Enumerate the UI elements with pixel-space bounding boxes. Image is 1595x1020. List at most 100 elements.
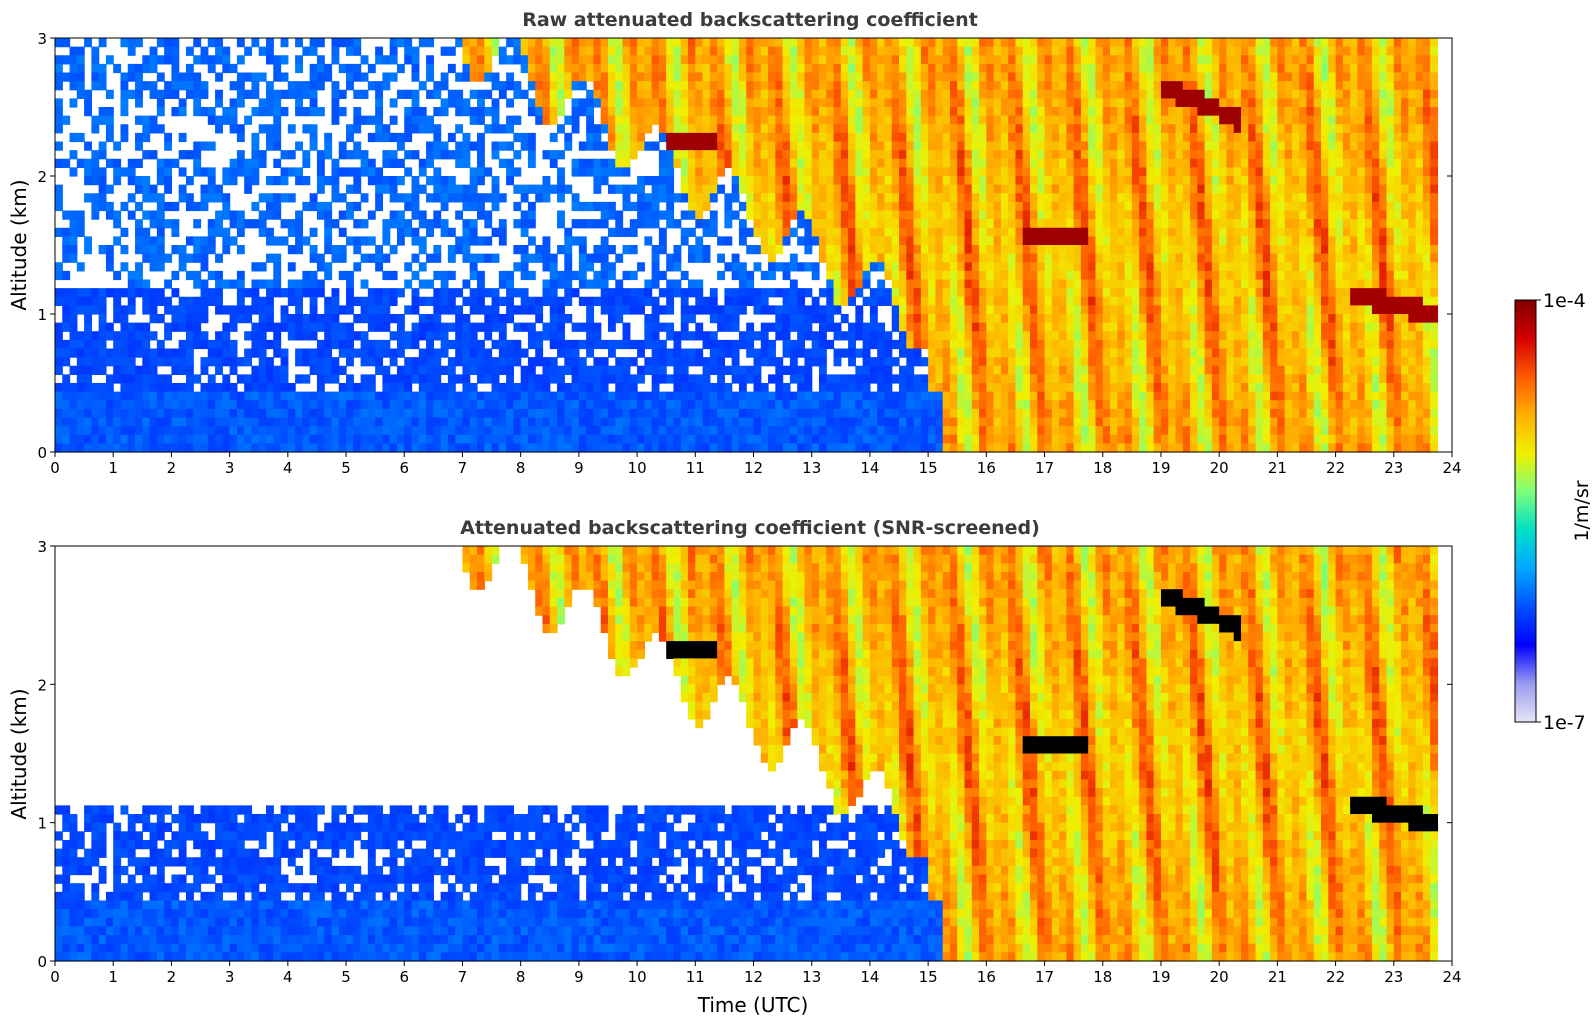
heatmap-cell	[688, 98, 696, 108]
heatmap-cell	[396, 132, 405, 143]
heatmap-cell	[542, 408, 551, 419]
heatmap-cell	[367, 296, 376, 306]
heatmap-cell	[156, 348, 165, 358]
heatmap-cell	[1000, 158, 1009, 168]
heatmap-cell	[484, 219, 493, 229]
heatmap-cell	[775, 236, 784, 246]
heatmap-cell	[848, 391, 856, 401]
heatmap-cell	[782, 322, 791, 332]
heatmap-cell	[396, 176, 405, 186]
heatmap-cell	[833, 383, 842, 393]
heatmap-cell	[527, 305, 536, 315]
heatmap-cell	[607, 365, 616, 375]
heatmap-cell	[578, 322, 587, 332]
heatmap-cell	[688, 305, 696, 315]
heatmap-cell	[462, 184, 471, 194]
heatmap-cell	[833, 132, 842, 143]
heatmap-cell	[702, 55, 711, 65]
heatmap-cell	[222, 374, 231, 384]
heatmap-cell	[236, 434, 245, 444]
heatmap-cell	[680, 417, 689, 427]
heatmap-cell	[120, 434, 129, 444]
heatmap-cell	[1000, 150, 1009, 160]
heatmap-cell	[120, 322, 129, 332]
heatmap-cell	[680, 365, 689, 375]
heatmap-cell	[433, 150, 442, 160]
heatmap-cell	[935, 98, 944, 108]
heatmap-cell	[964, 107, 973, 117]
heatmap-cell	[578, 141, 587, 151]
heatmap-cell	[775, 72, 784, 82]
heatmap-cell	[957, 322, 966, 332]
heatmap-cell	[782, 288, 791, 298]
heatmap-cell	[826, 434, 835, 444]
heatmap-cell	[884, 262, 893, 272]
heatmap-cell	[651, 219, 660, 229]
heatmap-cell	[949, 98, 958, 108]
heatmap-cell	[840, 98, 849, 108]
heatmap-cell	[578, 63, 587, 74]
heatmap-cell	[702, 443, 711, 453]
heatmap-cell	[266, 176, 274, 186]
heatmap-cell	[462, 408, 471, 419]
heatmap-cell	[1015, 115, 1024, 125]
heatmap-cell	[324, 434, 333, 444]
heatmap-cell	[644, 391, 653, 401]
heatmap-cell	[760, 357, 769, 367]
heatmap-cell	[244, 89, 253, 99]
heatmap-cell	[826, 167, 835, 177]
heatmap-cell	[91, 365, 100, 375]
heatmap-cell	[899, 38, 907, 48]
heatmap-cell	[69, 63, 78, 74]
heatmap-cell	[949, 227, 958, 237]
heatmap-cell	[782, 400, 791, 410]
heatmap-cell	[426, 158, 434, 168]
heatmap-cell	[273, 348, 282, 358]
heatmap-cell	[986, 89, 995, 99]
heatmap-cell	[382, 55, 391, 65]
heatmap-cell	[477, 357, 485, 367]
heatmap-cell	[899, 245, 907, 255]
heatmap-cell	[84, 288, 92, 298]
heatmap-cell	[658, 167, 667, 177]
heatmap-cell	[578, 262, 587, 272]
heatmap-cell	[236, 81, 245, 91]
heatmap-cell	[666, 72, 675, 82]
heatmap-cell	[193, 72, 202, 82]
heatmap-cell	[986, 167, 995, 177]
heatmap-cell	[746, 391, 755, 401]
heatmap-cell	[709, 417, 718, 427]
heatmap-cell	[564, 270, 573, 281]
heatmap-cell	[484, 305, 493, 315]
heatmap-cell	[644, 124, 653, 134]
heatmap-cell	[637, 348, 645, 358]
heatmap-cell	[979, 184, 987, 194]
heatmap-cell	[549, 426, 558, 436]
heatmap-cell	[913, 305, 922, 315]
heatmap-cell	[957, 107, 966, 117]
heatmap-cell	[869, 357, 878, 367]
heatmap-cell	[331, 374, 340, 384]
heatmap-cell	[433, 184, 442, 194]
heatmap-cell	[389, 383, 398, 393]
heatmap-cell	[404, 38, 413, 48]
heatmap-cell	[389, 55, 398, 65]
heatmap-cell	[1015, 374, 1024, 384]
heatmap-cell	[447, 365, 456, 375]
heatmap-cell	[942, 201, 951, 212]
heatmap-cell	[775, 314, 784, 324]
heatmap-cell	[193, 374, 202, 384]
heatmap-cell	[920, 63, 929, 74]
heatmap-cell	[840, 270, 849, 281]
heatmap-cell	[615, 63, 624, 74]
heatmap-cell	[76, 55, 85, 65]
heatmap-cell	[295, 219, 303, 229]
heatmap-cell	[469, 46, 478, 56]
heatmap-cell	[207, 115, 216, 125]
heatmap-cell	[215, 443, 223, 453]
heatmap-cell	[331, 167, 340, 177]
heatmap-cell	[629, 124, 638, 134]
heatmap-cell	[942, 132, 951, 143]
heatmap-cell	[789, 81, 798, 91]
heatmap-cell	[979, 296, 987, 306]
